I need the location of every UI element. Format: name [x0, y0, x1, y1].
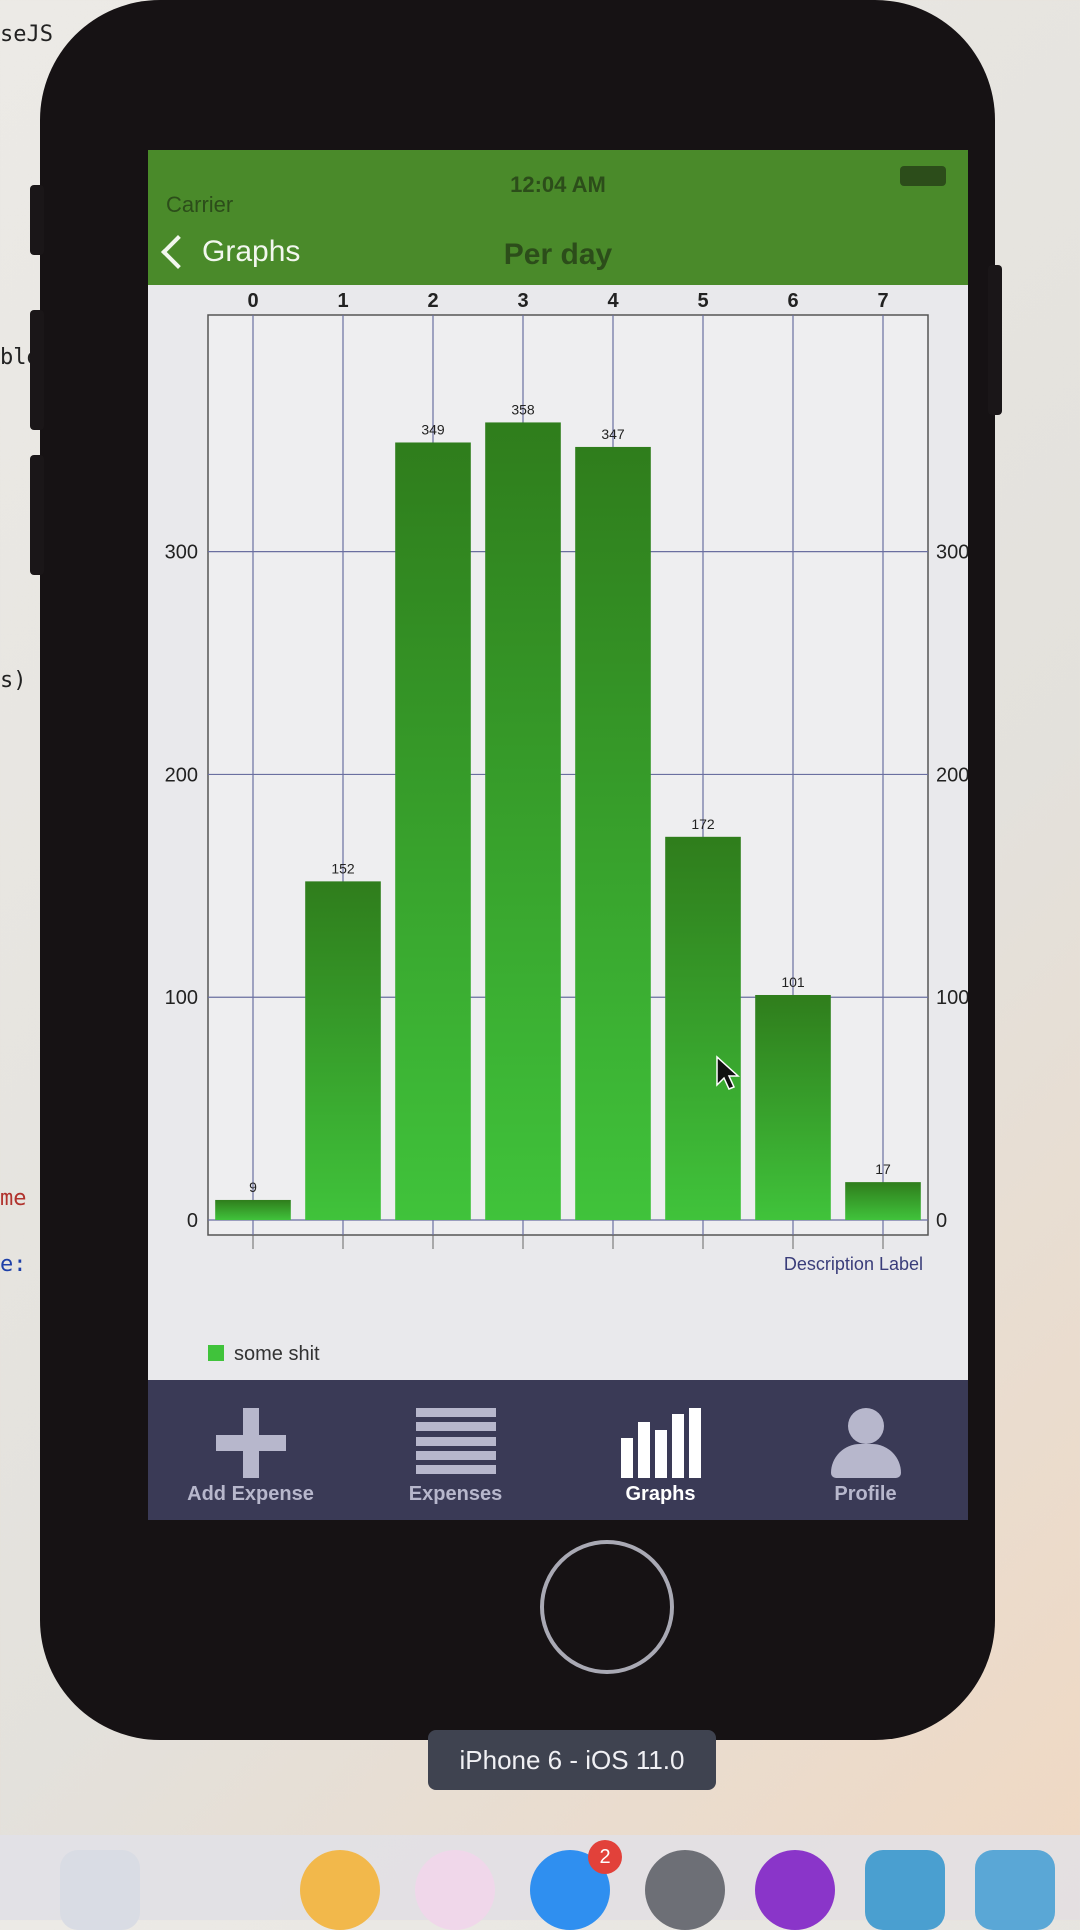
tab-expenses[interactable]: Expenses — [356, 1390, 556, 1520]
y-axis-left-tick-label: 300 — [165, 542, 198, 564]
volume-up-button — [30, 310, 44, 430]
volume-down-button — [30, 455, 44, 575]
y-axis-right-tick-label: 200 — [936, 764, 968, 786]
iphone-simulator-frame: Carrier 12:04 AM Graphs Per day — [40, 0, 995, 1740]
finder-icon[interactable] — [60, 1850, 140, 1930]
macos-dock — [0, 1835, 1080, 1920]
bar-value-label: 9 — [249, 1179, 257, 1195]
y-axis-right-tick-label: 0 — [936, 1210, 947, 1232]
bar — [755, 995, 831, 1220]
x-axis-tick-label: 1 — [337, 290, 348, 312]
tab-label: Graphs — [561, 1483, 761, 1506]
bar-value-label: 17 — [875, 1161, 891, 1177]
photos-icon[interactable] — [300, 1850, 380, 1930]
battery-icon — [900, 166, 946, 186]
mouse-cursor-icon — [715, 1055, 741, 1091]
simulator-device-label: iPhone 6 - iOS 11.0 — [428, 1730, 716, 1790]
x-axis-tick-label: 3 — [517, 290, 528, 312]
tab-label: Profile — [766, 1483, 966, 1506]
person-icon — [831, 1408, 901, 1478]
github-desktop-icon[interactable] — [755, 1850, 835, 1930]
tab-add-expense[interactable]: Add Expense — [151, 1390, 351, 1520]
tab-graphs[interactable]: Graphs — [561, 1390, 761, 1520]
bar — [575, 447, 651, 1220]
x-axis-tick-label: 7 — [877, 290, 888, 312]
xcode-icon[interactable] — [865, 1850, 945, 1930]
bar-chart-icon — [621, 1408, 701, 1478]
y-axis-left-tick-label: 0 — [187, 1210, 198, 1232]
power-button — [988, 265, 1002, 415]
description-label: Description Label — [784, 1254, 923, 1274]
bar-value-label: 101 — [781, 974, 805, 990]
bar — [215, 1200, 291, 1220]
y-axis-left-tick-label: 200 — [165, 764, 198, 786]
system-preferences-icon[interactable] — [645, 1850, 725, 1930]
navigation-bar: Carrier 12:04 AM Graphs Per day — [148, 150, 968, 285]
y-axis-right-tick-label: 100 — [936, 987, 968, 1009]
x-axis-tick-label: 0 — [247, 290, 258, 312]
page-title: Per day — [148, 238, 968, 272]
tab-profile[interactable]: Profile — [766, 1390, 966, 1520]
y-axis-left-tick-label: 100 — [165, 987, 198, 1009]
tab-bar: Add Expense Expenses Graphs Profile — [148, 1380, 968, 1520]
x-axis-tick-label: 5 — [697, 290, 708, 312]
app-store-badge: 2 — [588, 1840, 622, 1874]
y-axis-right-tick-label: 300 — [936, 542, 968, 564]
bar — [845, 1182, 921, 1220]
bar-value-label: 152 — [331, 860, 355, 876]
list-icon — [416, 1408, 496, 1474]
app-screen: Carrier 12:04 AM Graphs Per day — [148, 150, 968, 1520]
folder-icon[interactable] — [975, 1850, 1055, 1930]
bar — [305, 881, 381, 1220]
x-axis-tick-label: 2 — [427, 290, 438, 312]
tab-label: Add Expense — [151, 1483, 351, 1506]
tab-label: Expenses — [356, 1483, 556, 1506]
bar-chart-svg: 0 0 100 100 200 200 300 300 0 9 1 152 2 349 3 358 4 347 5 1… — [148, 285, 968, 1385]
bar-chart: 0 0 100 100 200 200 300 300 0 9 1 152 2 349 3 358 4 347 5 1… — [148, 285, 968, 1385]
bar — [395, 442, 471, 1220]
code-fragment: seJS — [0, 22, 53, 47]
x-axis-tick-label: 4 — [607, 290, 619, 312]
bar — [485, 422, 561, 1220]
code-fragment: s) — [0, 668, 27, 693]
itunes-icon[interactable] — [415, 1850, 495, 1930]
status-time: 12:04 AM — [148, 172, 968, 198]
mute-switch — [30, 185, 44, 255]
bar-value-label: 349 — [421, 421, 445, 437]
x-axis-tick-label: 6 — [787, 290, 798, 312]
bar-value-label: 347 — [601, 426, 625, 442]
plus-icon — [216, 1408, 286, 1478]
bar-value-label: 172 — [691, 816, 715, 832]
bar — [665, 837, 741, 1220]
home-button[interactable] — [540, 1540, 674, 1674]
legend-swatch — [208, 1345, 224, 1361]
bar-value-label: 358 — [511, 401, 535, 417]
legend-label: some shit — [234, 1343, 320, 1365]
